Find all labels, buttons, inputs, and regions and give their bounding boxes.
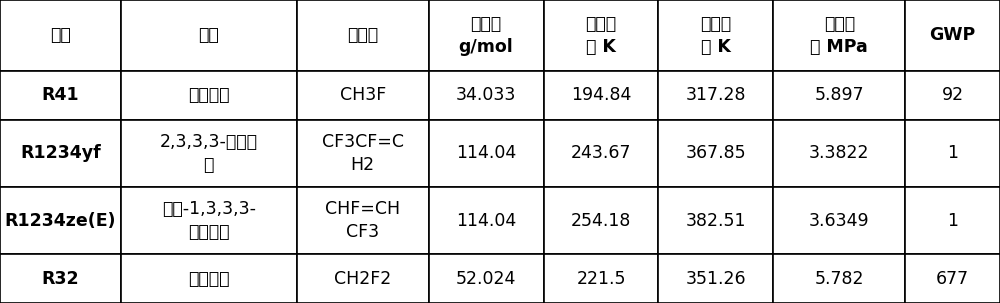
Bar [0, 71, 121, 120]
Text: 34.033: 34.033 [456, 86, 516, 105]
Bar [429, 120, 544, 187]
Bar [121, 120, 297, 187]
Text: 1: 1 [947, 211, 958, 230]
Bar [544, 254, 658, 303]
Bar [0, 254, 121, 303]
Text: 677: 677 [936, 270, 969, 288]
Text: 5.782: 5.782 [815, 270, 864, 288]
Bar [773, 120, 905, 187]
Bar [429, 71, 544, 120]
Text: CF3CF=C
H2: CF3CF=C H2 [322, 133, 404, 174]
Bar [658, 120, 773, 187]
Text: CH2F2: CH2F2 [334, 270, 391, 288]
Text: 351.26: 351.26 [686, 270, 746, 288]
Text: 一氟甲烷: 一氟甲烷 [188, 86, 229, 105]
Bar [773, 71, 905, 120]
Text: GWP: GWP [929, 26, 976, 45]
Text: 名称: 名称 [198, 26, 219, 45]
Text: 二氟甲烷: 二氟甲烷 [188, 270, 229, 288]
Bar [121, 187, 297, 254]
Bar [544, 120, 658, 187]
Text: R41: R41 [41, 86, 79, 105]
Text: 114.04: 114.04 [456, 211, 516, 230]
Text: CH3F: CH3F [340, 86, 386, 105]
Bar [773, 254, 905, 303]
Bar [121, 0, 297, 71]
Text: 221.5: 221.5 [576, 270, 626, 288]
Bar [658, 187, 773, 254]
Text: 分子量
g/mol: 分子量 g/mol [459, 15, 513, 56]
Bar [297, 254, 429, 303]
Text: R1234ze(E): R1234ze(E) [5, 211, 116, 230]
Text: 5.897: 5.897 [814, 86, 864, 105]
Text: 标准沸
点 K: 标准沸 点 K [585, 15, 617, 56]
Bar [121, 254, 297, 303]
Bar [121, 71, 297, 120]
Text: 114.04: 114.04 [456, 145, 516, 162]
Bar [297, 71, 429, 120]
Text: 243.67: 243.67 [571, 145, 631, 162]
Text: 组元: 组元 [50, 26, 71, 45]
Bar [544, 187, 658, 254]
Text: 194.84: 194.84 [571, 86, 631, 105]
Bar [905, 71, 1000, 120]
Text: R1234yf: R1234yf [20, 145, 101, 162]
Bar [429, 187, 544, 254]
Bar [0, 187, 121, 254]
Text: 254.18: 254.18 [571, 211, 631, 230]
Text: 3.3822: 3.3822 [809, 145, 870, 162]
Bar [297, 187, 429, 254]
Bar [297, 0, 429, 71]
Text: 367.85: 367.85 [686, 145, 746, 162]
Bar [905, 120, 1000, 187]
Bar [905, 0, 1000, 71]
Bar [429, 0, 544, 71]
Text: R32: R32 [41, 270, 79, 288]
Bar [297, 120, 429, 187]
Bar [905, 254, 1000, 303]
Text: 1: 1 [947, 145, 958, 162]
Text: 382.51: 382.51 [686, 211, 746, 230]
Text: 92: 92 [942, 86, 964, 105]
Bar [0, 0, 121, 71]
Text: 化学式: 化学式 [347, 26, 378, 45]
Bar [773, 187, 905, 254]
Text: 反式-1,3,3,3-
四氟丙烯: 反式-1,3,3,3- 四氟丙烯 [162, 200, 256, 241]
Bar [0, 120, 121, 187]
Text: 3.6349: 3.6349 [809, 211, 870, 230]
Bar [658, 0, 773, 71]
Text: 52.024: 52.024 [456, 270, 516, 288]
Bar [544, 0, 658, 71]
Text: 临界温
度 K: 临界温 度 K [700, 15, 732, 56]
Bar [429, 254, 544, 303]
Text: 临界压
力 MPa: 临界压 力 MPa [810, 15, 868, 56]
Bar [658, 71, 773, 120]
Bar [544, 71, 658, 120]
Text: 317.28: 317.28 [686, 86, 746, 105]
Bar [905, 187, 1000, 254]
Text: CHF=CH
CF3: CHF=CH CF3 [325, 200, 400, 241]
Bar [658, 254, 773, 303]
Text: 2,3,3,3-四氟丙
烯: 2,3,3,3-四氟丙 烯 [160, 133, 258, 174]
Bar [773, 0, 905, 71]
